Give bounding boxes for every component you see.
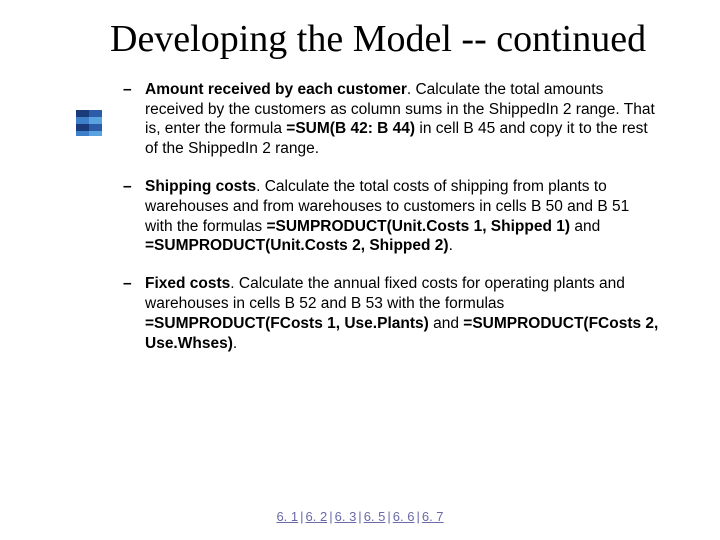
footer-link[interactable]: 6. 5 — [364, 509, 386, 524]
list-item: Fixed costs. Calculate the annual fixed … — [145, 274, 660, 353]
item-text: . — [233, 335, 237, 352]
footer-separator: | — [329, 509, 332, 524]
footer-link[interactable]: 6. 1 — [276, 509, 298, 524]
item-formula: =SUMPRODUCT(Unit.Costs 1, Shipped 1) — [266, 218, 570, 235]
footer-link[interactable]: 6. 2 — [306, 509, 328, 524]
footer-nav: 6. 1|6. 2|6. 3|6. 5|6. 6|6. 7 — [0, 509, 720, 524]
item-text: and — [570, 218, 600, 235]
item-formula: =SUM(B 42: B 44) — [286, 120, 415, 137]
footer-link[interactable]: 6. 7 — [422, 509, 444, 524]
footer-link[interactable]: 6. 6 — [393, 509, 415, 524]
bullet-icon — [76, 110, 102, 136]
footer-separator: | — [358, 509, 361, 524]
footer-link[interactable]: 6. 3 — [335, 509, 357, 524]
list-item: Amount received by each customer. Calcul… — [145, 80, 660, 159]
slide-title: Developing the Model -- continued — [0, 0, 720, 62]
content-area: Amount received by each customer. Calcul… — [0, 62, 720, 354]
item-formula: =SUMPRODUCT(Unit.Costs 2, Shipped 2) — [145, 237, 449, 254]
item-lead: Amount received by each customer — [145, 81, 407, 98]
item-lead: Shipping costs — [145, 178, 256, 195]
footer-separator: | — [416, 509, 419, 524]
footer-separator: | — [387, 509, 390, 524]
item-lead: Fixed costs — [145, 275, 230, 292]
footer-separator: | — [300, 509, 303, 524]
item-text: and — [429, 315, 463, 332]
list-item: Shipping costs. Calculate the total cost… — [145, 177, 660, 256]
item-text: . — [449, 237, 453, 254]
item-formula: =SUMPRODUCT(FCosts 1, Use.Plants) — [145, 315, 429, 332]
